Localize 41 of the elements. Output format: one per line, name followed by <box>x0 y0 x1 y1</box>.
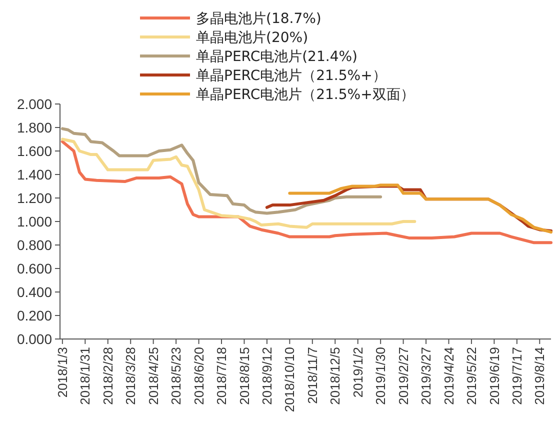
x-tick-label: 2019/1/2 <box>350 347 366 398</box>
x-tick-label: 2018/7/18 <box>214 347 230 405</box>
x-tick-label: 2018/1/31 <box>78 347 93 405</box>
y-tick-label: 1.200 <box>16 190 52 206</box>
legend-label: 单晶电池片(20%) <box>196 30 308 46</box>
x-tick-label: 2018/3/28 <box>123 347 138 405</box>
y-tick-label: 0.200 <box>16 307 52 324</box>
x-tick-label: 2018/11/7 <box>304 347 320 404</box>
x-tick-label: 2019/3/27 <box>418 347 434 405</box>
legend-label: 单晶PERC电池片(21.4%) <box>196 49 358 65</box>
y-tick-label: 2.000 <box>16 96 52 112</box>
x-tick-label: 2019/2/27 <box>396 347 411 405</box>
x-tick-label: 2019/4/24 <box>441 347 456 405</box>
x-tick-label: 2019/6/19 <box>486 347 502 405</box>
x-tick-label: 2018/2/28 <box>100 347 116 405</box>
legend-label: 单晶PERC电池片（21.5%+双面） <box>196 87 414 103</box>
y-tick-label: 1.000 <box>16 213 52 230</box>
y-tick-label: 0.400 <box>16 284 52 300</box>
line-series <box>60 140 552 244</box>
x-tick-label: 2019/8/14 <box>532 347 548 405</box>
line-series <box>60 127 382 215</box>
x-tick-label: 2018/6/20 <box>191 347 206 405</box>
y-tick-label: 1.600 <box>16 142 52 159</box>
legend-label: 单晶PERC电池片（21.5%+） <box>196 68 386 84</box>
y-tick-label: 0.600 <box>16 260 52 276</box>
x-tick-label: 2019/5/22 <box>464 347 480 405</box>
x-tick-label: 2018/12/5 <box>328 347 343 405</box>
y-tick-label: 1.400 <box>16 166 52 182</box>
line-series <box>60 138 416 229</box>
y-tick-label: 1.800 <box>16 119 52 136</box>
y-tick-label: 0.800 <box>16 236 52 253</box>
x-tick-label: 2018/1/3 <box>54 347 70 398</box>
x-tick-label: 2018/9/12 <box>260 347 274 405</box>
x-tick-label: 2018/10/10 <box>282 347 298 412</box>
x-tick-label: 2019/1/30 <box>373 347 388 405</box>
x-tick-label: 2018/4/25 <box>146 347 161 405</box>
x-tick-label: 2019/7/17 <box>509 347 524 405</box>
legend-label: 多晶电池片(18.7%) <box>196 11 322 27</box>
x-tick-label: 2018/8/15 <box>236 347 252 405</box>
x-tick-label: 2018/5/23 <box>168 347 184 405</box>
y-tick-label: 0.000 <box>16 330 52 347</box>
